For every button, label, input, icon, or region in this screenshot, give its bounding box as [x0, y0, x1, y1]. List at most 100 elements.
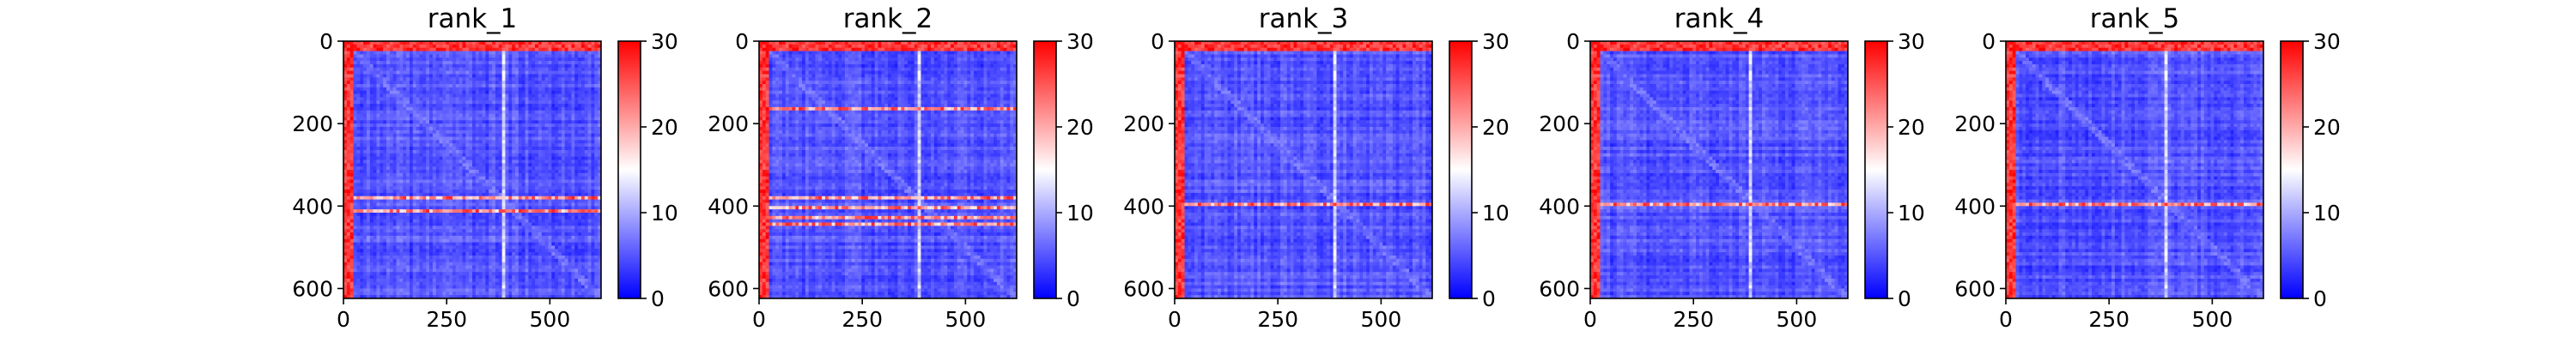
heatmap-cell — [440, 45, 443, 48]
heatmap-cell — [393, 54, 397, 57]
heatmap-cell — [410, 77, 413, 81]
heatmap-cell — [399, 48, 403, 51]
heatmap-cell — [522, 107, 526, 111]
heatmap-cell — [465, 57, 469, 61]
heatmap-cell — [386, 209, 390, 213]
heatmap-cell — [453, 100, 456, 104]
heatmap-cell — [479, 68, 483, 71]
heatmap-cell — [469, 57, 472, 61]
heatmap-cell — [386, 71, 390, 75]
heatmap-cell — [356, 97, 360, 100]
heatmap-cell — [562, 153, 565, 157]
heatmap-cell — [462, 180, 465, 184]
heatmap-cell — [574, 226, 578, 229]
heatmap-cell — [522, 48, 526, 51]
heatmap-cell — [591, 157, 594, 160]
heatmap-cell — [433, 74, 436, 77]
heatmap-cell — [360, 159, 363, 163]
heatmap-cell — [469, 170, 472, 173]
heatmap-cell — [440, 202, 443, 206]
heatmap-cell — [551, 45, 555, 48]
heatmap-cell — [558, 107, 562, 111]
heatmap-cell — [594, 91, 598, 94]
heatmap-cell — [512, 173, 515, 177]
heatmap-cell — [479, 100, 483, 104]
heatmap-cell — [568, 153, 572, 157]
heatmap-cell — [367, 232, 370, 236]
heatmap-cell — [356, 166, 360, 170]
heatmap-cell — [495, 117, 499, 120]
heatmap-cell — [542, 220, 545, 223]
heatmap-cell — [526, 243, 529, 246]
heatmap-cell — [476, 177, 479, 180]
heatmap-cell — [367, 94, 370, 98]
heatmap-cell — [499, 94, 502, 98]
heatmap-cell — [380, 166, 383, 170]
heatmap-cell — [492, 209, 495, 213]
heatmap-cell — [574, 117, 578, 120]
heatmap-cell — [426, 51, 429, 55]
heatmap-cell — [442, 209, 446, 213]
heatmap-cell — [356, 87, 360, 91]
heatmap-cell — [399, 170, 403, 173]
heatmap-cell — [542, 209, 545, 213]
heatmap-cell — [555, 111, 558, 114]
heatmap-cell — [416, 64, 420, 68]
heatmap-cell — [354, 143, 357, 147]
heatmap-cell — [354, 170, 357, 173]
heatmap-cell — [495, 243, 499, 246]
heatmap-cell — [363, 150, 367, 153]
heatmap-cell — [403, 100, 406, 104]
heatmap-cell — [555, 87, 558, 91]
heatmap-cell — [469, 81, 472, 84]
heatmap-cell — [426, 236, 429, 239]
heatmap-cell — [436, 147, 440, 150]
heatmap-cell — [436, 123, 440, 127]
heatmap-cell — [476, 232, 479, 236]
heatmap-cell — [515, 104, 519, 107]
heatmap-cell — [422, 177, 426, 180]
heatmap-cell — [512, 150, 515, 153]
heatmap-cell — [485, 153, 489, 157]
heatmap-cell — [440, 71, 443, 75]
heatmap-cell — [433, 77, 436, 81]
heatmap-cell — [465, 100, 469, 104]
heatmap-cell — [374, 177, 377, 180]
heatmap-cell — [426, 232, 429, 236]
heatmap-cell — [386, 202, 390, 206]
heatmap-cell — [485, 84, 489, 87]
heatmap-cell — [354, 45, 357, 48]
heatmap-cell — [578, 68, 581, 71]
heatmap-cell — [436, 166, 440, 170]
heatmap-cell — [578, 104, 581, 107]
heatmap-cell — [565, 173, 568, 177]
heatmap-cell — [410, 159, 413, 163]
heatmap-cell — [399, 249, 403, 252]
heatmap-cell — [581, 236, 585, 239]
heatmap-cell — [354, 163, 357, 166]
heatmap-cell — [522, 202, 526, 206]
heatmap-cell — [508, 157, 512, 160]
heatmap-cell — [429, 77, 433, 81]
heatmap-cell — [538, 77, 542, 81]
heatmap-cell — [522, 77, 526, 81]
heatmap-cell — [367, 193, 370, 196]
heatmap-cell — [568, 68, 572, 71]
heatmap-cell — [436, 239, 440, 243]
heatmap-cell — [538, 220, 542, 223]
heatmap-cell — [535, 81, 538, 84]
heatmap-cell — [495, 57, 499, 61]
heatmap-cell — [399, 81, 403, 84]
heatmap-cell — [360, 48, 363, 51]
heatmap-cell — [574, 202, 578, 206]
heatmap-cell — [397, 104, 400, 107]
heatmap-cell — [571, 232, 574, 236]
heatmap-cell — [519, 226, 522, 229]
heatmap-cell — [429, 200, 433, 203]
heatmap-cell — [426, 97, 429, 100]
heatmap-cell — [483, 239, 486, 243]
heatmap-cell — [360, 147, 363, 150]
heatmap-cell — [422, 216, 426, 220]
heatmap-cell — [465, 117, 469, 120]
heatmap-cell — [485, 202, 489, 206]
